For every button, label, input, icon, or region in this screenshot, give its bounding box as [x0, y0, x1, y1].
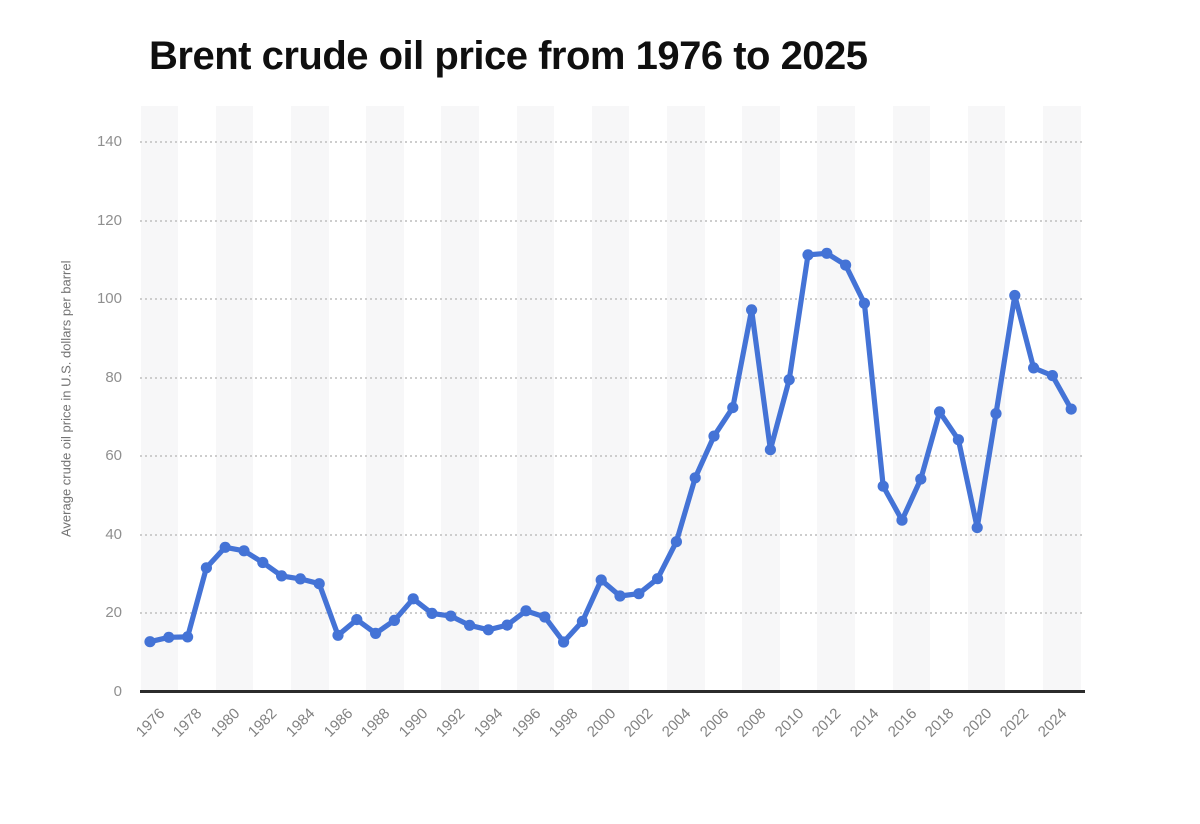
price-line [147, 250, 1074, 645]
data-point-2001[interactable] [614, 590, 626, 602]
data-point-2009[interactable] [764, 444, 777, 456]
data-point-1980[interactable] [219, 541, 231, 553]
data-point-1996[interactable] [520, 605, 532, 617]
gridline-80 [140, 376, 1085, 379]
data-point-1987[interactable] [351, 614, 363, 626]
gridline-140 [140, 140, 1085, 143]
year-band [817, 106, 855, 692]
y-tick-60: 60 [105, 447, 122, 465]
data-point-2018[interactable] [934, 406, 946, 418]
data-point-2023[interactable] [1028, 362, 1040, 374]
data-point-1984[interactable] [294, 573, 306, 585]
data-point-2015[interactable] [877, 480, 889, 492]
gridline-120 [140, 219, 1085, 222]
data-point-2008[interactable] [746, 304, 758, 316]
data-point-1983[interactable] [276, 570, 288, 582]
data-point-2014[interactable] [858, 297, 871, 309]
data-point-1994[interactable] [482, 624, 494, 636]
data-point-2010[interactable] [783, 374, 795, 386]
y-tick-40: 40 [105, 525, 122, 543]
y-tick-100: 100 [96, 290, 122, 308]
data-point-1991[interactable] [426, 607, 438, 620]
data-point-1978[interactable] [182, 631, 194, 643]
data-point-2002[interactable] [633, 588, 645, 600]
year-band [366, 106, 404, 692]
data-point-2011[interactable] [802, 249, 814, 261]
data-point-1981[interactable] [238, 545, 250, 557]
year-band [892, 106, 931, 692]
data-point-1976[interactable] [144, 636, 156, 648]
data-point-2005[interactable] [689, 472, 701, 484]
year-band [140, 106, 179, 692]
x-axis-line [140, 690, 1085, 693]
data-point-1995[interactable] [501, 619, 513, 631]
data-point-1990[interactable] [407, 593, 419, 605]
data-point-2003[interactable] [652, 573, 664, 585]
y-tick-80: 80 [105, 368, 122, 386]
gridline-100 [140, 298, 1085, 301]
y-tick-20: 20 [105, 604, 122, 622]
year-band [441, 106, 479, 692]
data-point-1999[interactable] [576, 615, 589, 628]
data-point-1993[interactable] [464, 619, 476, 631]
data-point-1979[interactable] [200, 562, 212, 574]
data-point-2000[interactable] [595, 574, 607, 586]
year-band [516, 106, 555, 692]
data-point-1985[interactable] [313, 578, 325, 590]
data-point-2020[interactable] [971, 522, 983, 534]
data-point-2012[interactable] [821, 247, 833, 259]
data-point-2025[interactable] [1065, 403, 1077, 415]
data-point-1989[interactable] [388, 614, 400, 627]
y-tick-140: 140 [96, 132, 122, 150]
data-point-2017[interactable] [915, 473, 927, 485]
year-band [667, 106, 705, 692]
chart-title: Brent crude oil price from 1976 to 2025 [149, 34, 868, 78]
year-band [215, 106, 254, 692]
data-point-2006[interactable] [708, 430, 720, 442]
year-band [1043, 106, 1081, 692]
y-tick-120: 120 [96, 211, 122, 229]
gridline-60 [140, 455, 1085, 458]
data-point-2022[interactable] [1009, 289, 1021, 302]
gridline-40 [140, 533, 1085, 536]
data-point-2007[interactable] [727, 402, 739, 414]
data-point-2019[interactable] [952, 434, 965, 446]
data-point-1997[interactable] [539, 611, 551, 623]
data-point-2016[interactable] [896, 514, 908, 526]
y-tick-0: 0 [113, 683, 122, 700]
data-point-1992[interactable] [445, 610, 457, 622]
data-point-1977[interactable] [163, 631, 175, 643]
data-point-1998[interactable] [558, 636, 570, 648]
data-point-2004[interactable] [670, 536, 683, 548]
data-point-2024[interactable] [1046, 370, 1058, 382]
data-point-1982[interactable] [257, 556, 269, 569]
data-point-2021[interactable] [990, 408, 1002, 420]
data-point-2013[interactable] [840, 259, 852, 271]
gridline-20 [140, 612, 1085, 615]
data-point-1986[interactable] [332, 629, 344, 641]
data-point-1988[interactable] [370, 627, 382, 640]
